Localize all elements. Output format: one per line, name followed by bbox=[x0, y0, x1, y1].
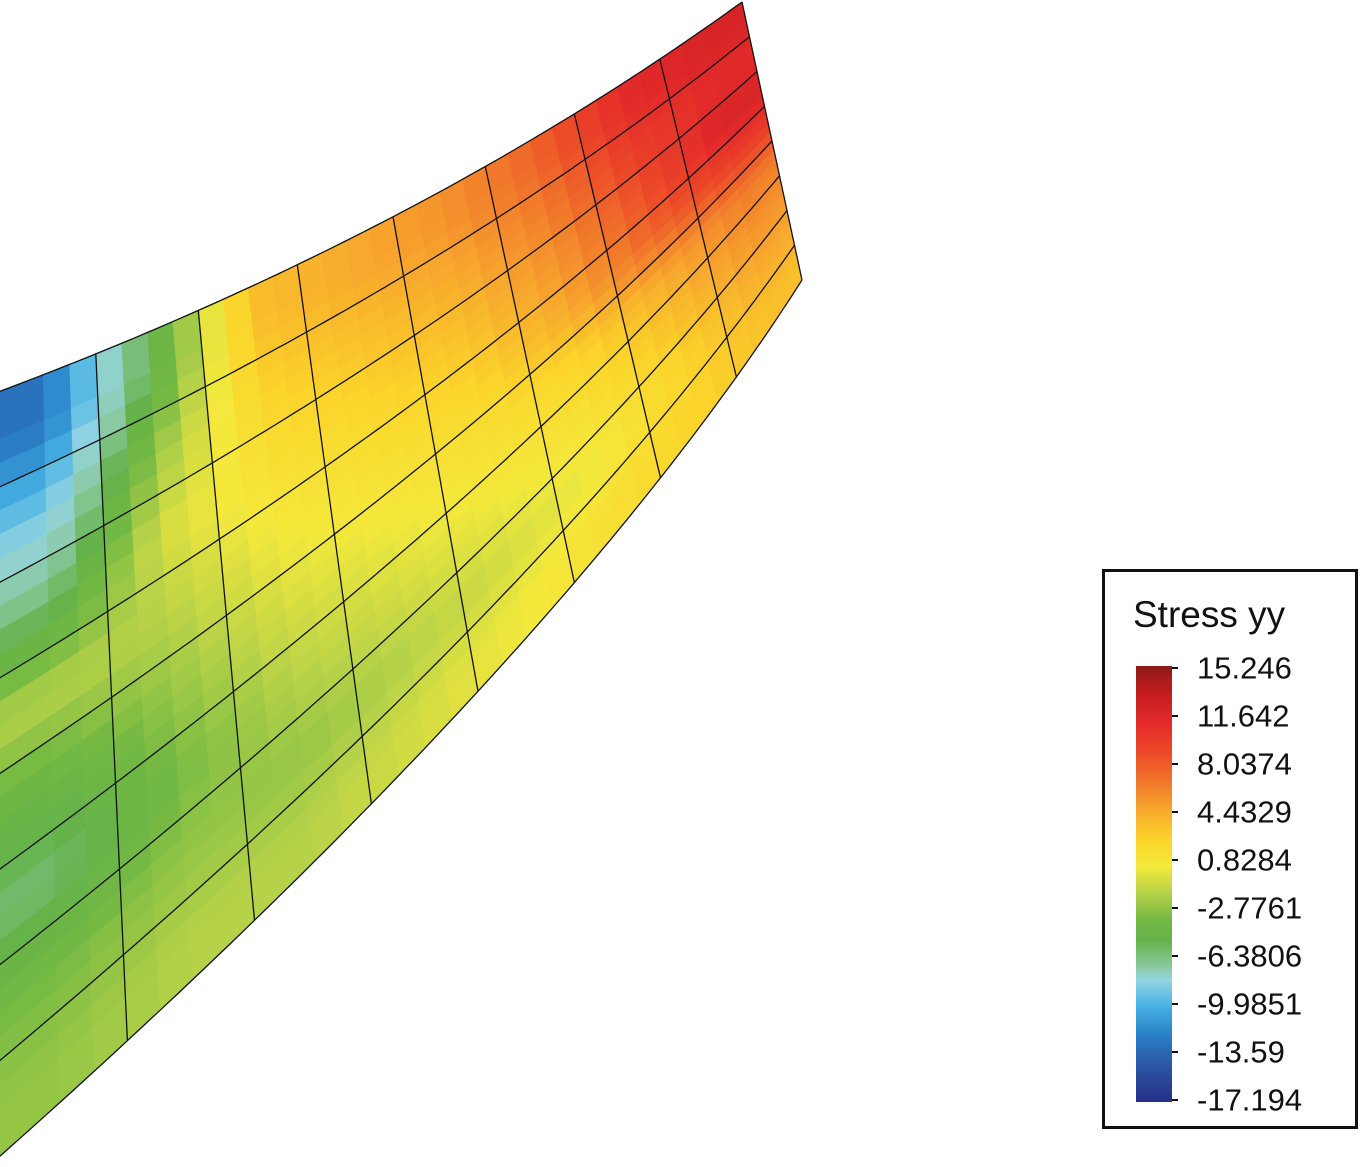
colorbar-tick bbox=[1172, 811, 1178, 813]
mesh-column-line bbox=[659, 58, 738, 378]
colorbar-tick bbox=[1172, 955, 1178, 957]
colorbar-labels: 15.246 11.642 8.0374 4.4329 0.8284 -2.7761 -6.… bbox=[1197, 653, 1347, 1116]
colorbar-tick-label: -17.194 bbox=[1197, 1082, 1303, 1118]
colorbar-tick bbox=[1172, 763, 1178, 765]
colorbar-gradient bbox=[1136, 666, 1172, 1102]
mesh-column-line bbox=[573, 113, 662, 478]
colorbar-tick-label: 8.0374 bbox=[1197, 746, 1292, 782]
mesh-cells bbox=[0, 1, 803, 1157]
mesh-column-line bbox=[296, 264, 373, 804]
colorbar-title: Stress yy bbox=[1133, 594, 1286, 635]
mesh-column-line bbox=[95, 353, 129, 1041]
colorbar-tick bbox=[1172, 859, 1178, 861]
colorbar-tick-label: 4.4329 bbox=[1197, 794, 1292, 830]
mesh-column-line bbox=[741, 1, 803, 281]
colorbar-tick-label: 11.642 bbox=[1197, 698, 1290, 734]
colorbar-tick-label: -13.59 bbox=[1197, 1034, 1285, 1070]
colorbar-tick bbox=[1172, 1051, 1178, 1053]
colorbar-tick-label: -9.9851 bbox=[1197, 986, 1303, 1022]
colorbar-legend: Stress yy 15.246 11.642 8.0374 4.4329 0.8284… bbox=[1102, 569, 1358, 1129]
colorbar-ticks bbox=[1172, 666, 1182, 1102]
mesh-column-line bbox=[197, 310, 256, 921]
mesh-lines bbox=[0, 1, 803, 1157]
colorbar-tick bbox=[1172, 907, 1178, 909]
colorbar-tick bbox=[1172, 715, 1178, 717]
colorbar-tick-label: 15.246 bbox=[1197, 650, 1292, 686]
colorbar-tick-label: -6.3806 bbox=[1197, 938, 1303, 974]
mesh-column-line bbox=[484, 166, 576, 583]
colorbar-tick-label: -2.7761 bbox=[1197, 890, 1303, 926]
colorbar-tick bbox=[1172, 1099, 1178, 1101]
colorbar-tick-label: 0.8284 bbox=[1197, 842, 1292, 878]
colorbar-tick bbox=[1172, 1003, 1178, 1005]
mesh-column-line bbox=[392, 216, 479, 692]
colorbar-tick bbox=[1172, 667, 1178, 669]
